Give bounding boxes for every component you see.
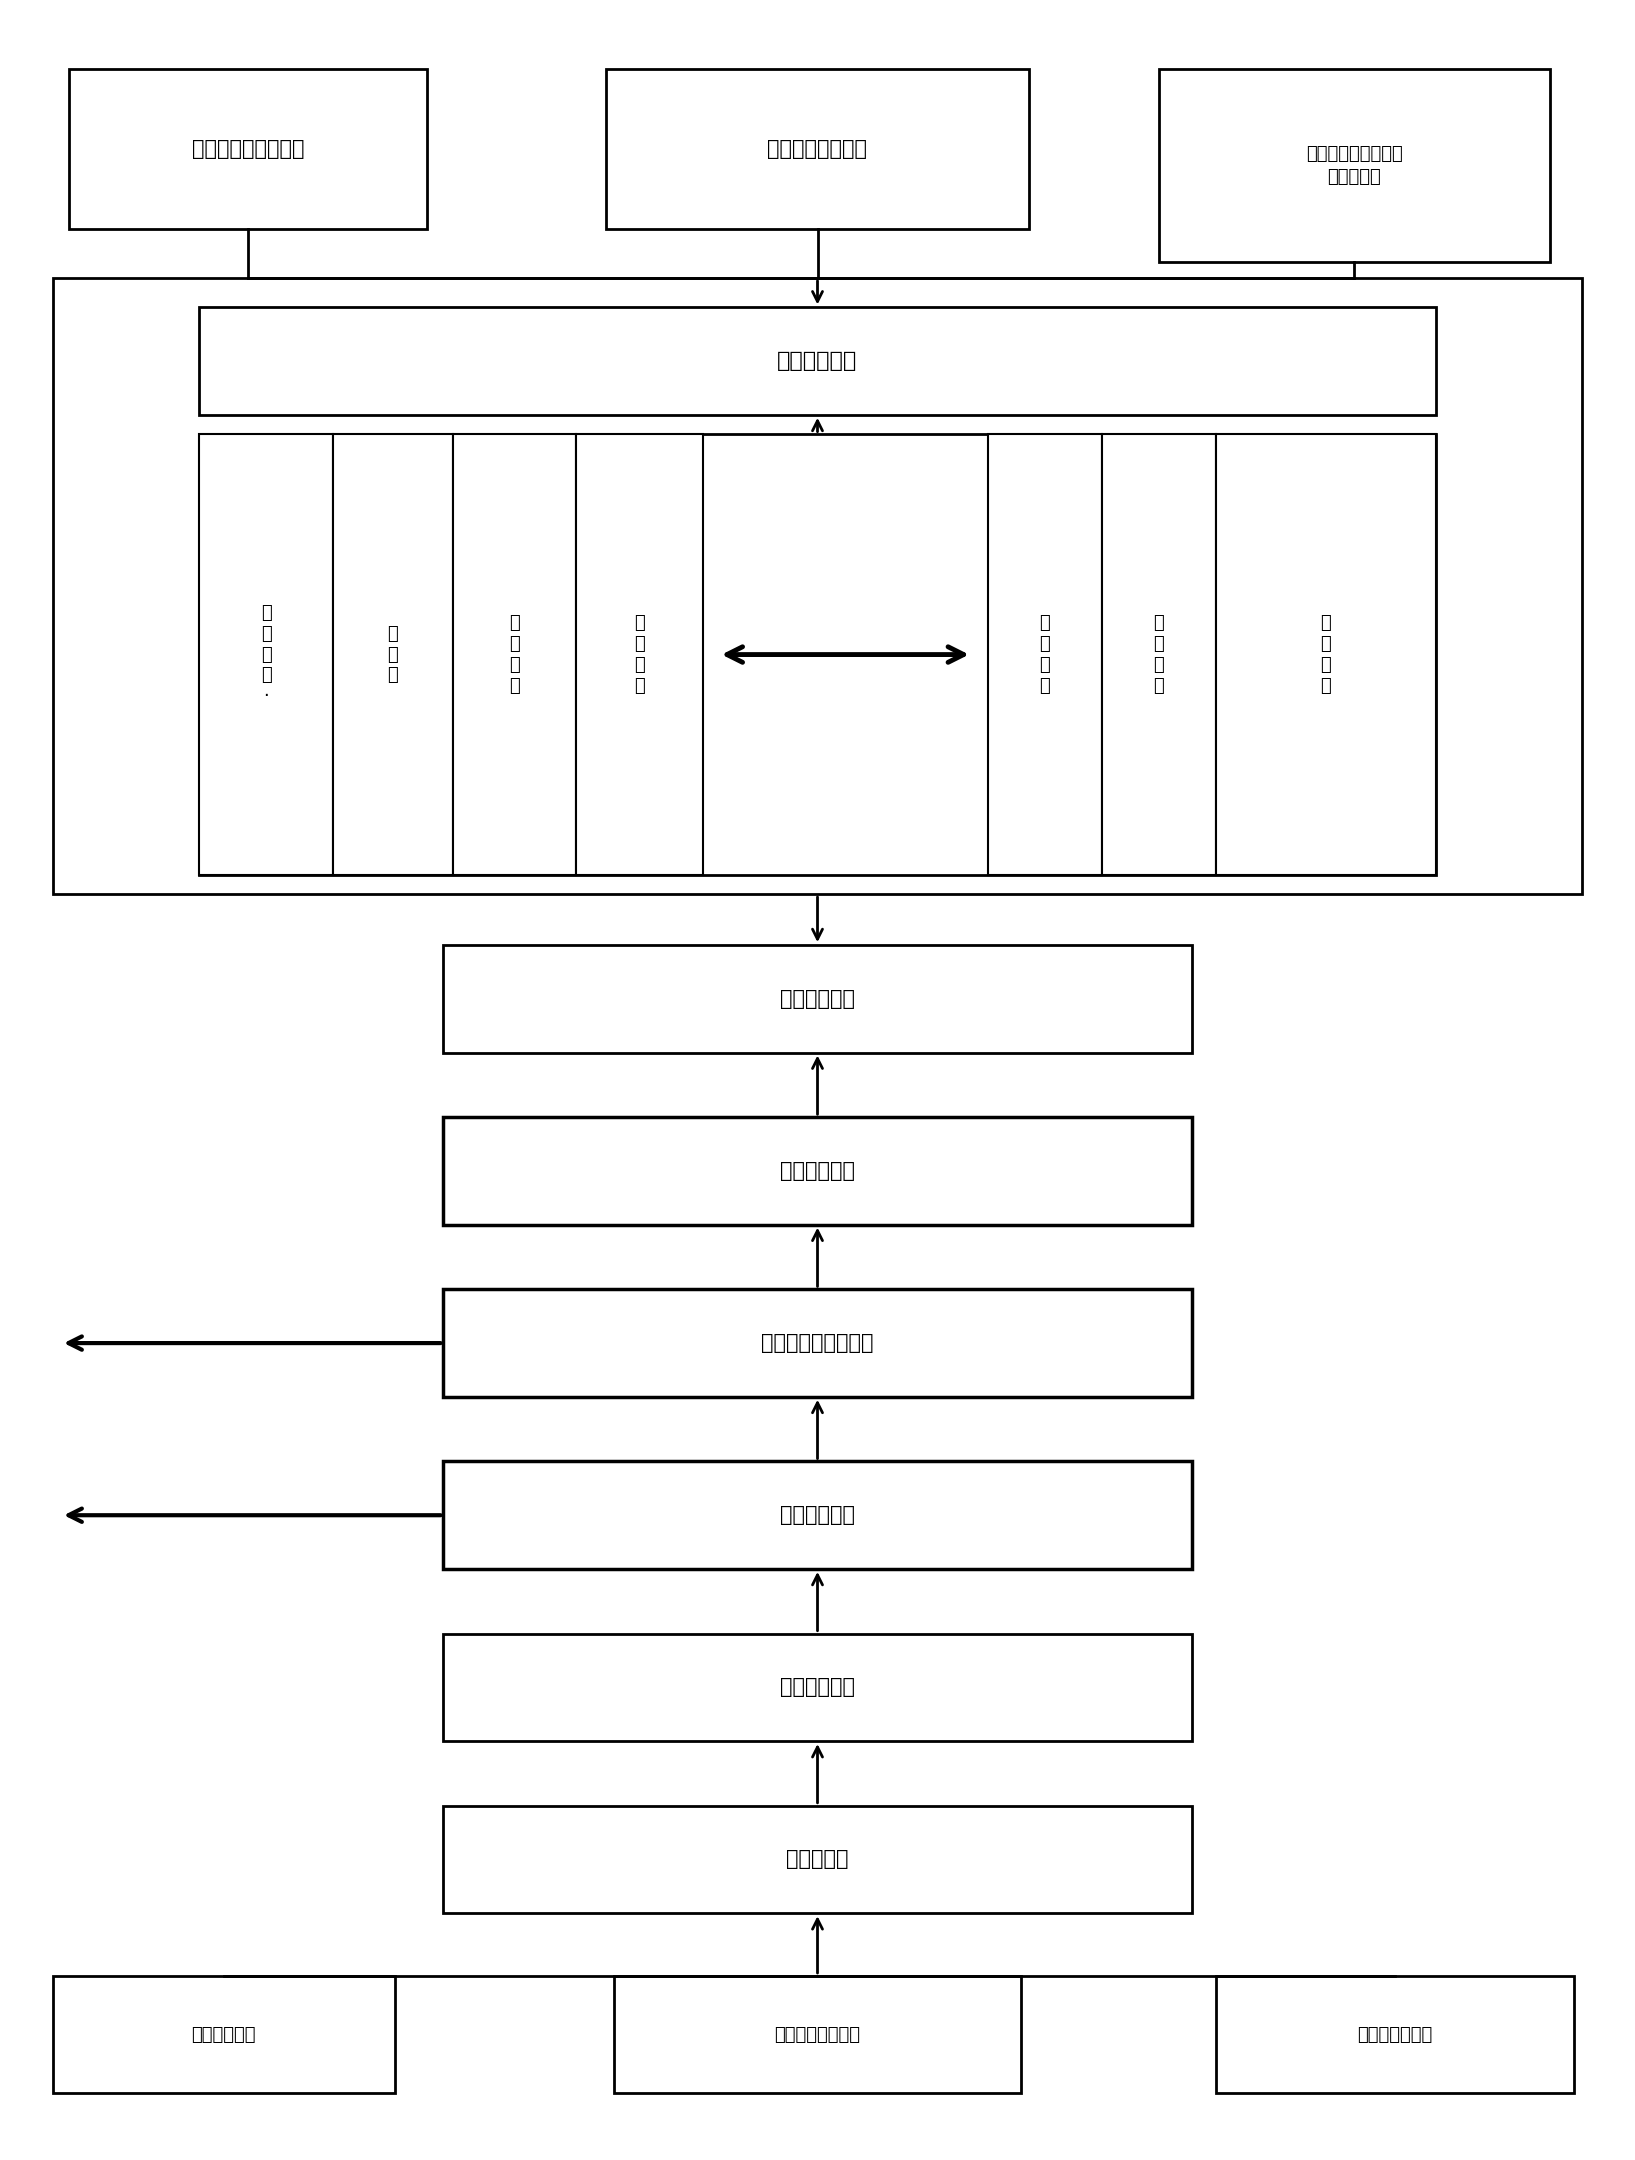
Text: 数据预处理: 数据预处理 <box>786 1849 849 1871</box>
Bar <box>615 1976 1020 2093</box>
Text: 周
期
时
长
·: 周 期 时 长 · <box>260 605 271 704</box>
Text: 车辆检测数据: 车辆检测数据 <box>191 2026 257 2043</box>
Bar <box>199 434 1436 875</box>
Bar <box>334 434 453 875</box>
Bar <box>453 434 577 875</box>
Bar <box>1216 1976 1575 2093</box>
Bar <box>199 307 1436 415</box>
Text: 区域交通状态: 区域交通状态 <box>780 989 855 1009</box>
Bar <box>607 69 1028 229</box>
Text: 配时参数优化: 配时参数优化 <box>777 352 858 372</box>
Bar <box>52 279 1583 894</box>
Text: 人工干预控制及决策: 人工干预控制及决策 <box>191 138 304 160</box>
Bar <box>443 1117 1192 1225</box>
Text: 相
位
相
序: 相 位 相 序 <box>634 613 644 696</box>
Text: 非机动车检测数据: 非机动车检测数据 <box>775 2026 860 2043</box>
Bar <box>443 1633 1192 1741</box>
Bar <box>443 1806 1192 1914</box>
Text: 子区动态划分与合并: 子区动态划分与合并 <box>762 1333 873 1352</box>
Bar <box>443 1290 1192 1398</box>
Text: 强
制
优
先: 强 制 优 先 <box>1040 613 1050 696</box>
Bar <box>199 434 334 875</box>
Bar <box>443 946 1192 1052</box>
Bar <box>988 434 1102 875</box>
Text: 虚拟检测数据: 虚拟检测数据 <box>780 1506 855 1525</box>
Text: 公
交
优
先: 公 交 优 先 <box>1153 613 1164 696</box>
Bar <box>1159 69 1550 261</box>
Text: 智能控制策略决策: 智能控制策略决策 <box>767 138 868 160</box>
Bar <box>1102 434 1215 875</box>
Text: 绿
信
比: 绿 信 比 <box>387 624 399 685</box>
Text: 知识学习推理及专家
评估子系统: 知识学习推理及专家 评估子系统 <box>1306 145 1403 186</box>
Text: 子区交通状态: 子区交通状态 <box>780 1160 855 1182</box>
Bar <box>577 434 703 875</box>
Bar <box>443 1462 1192 1568</box>
Bar <box>69 69 427 229</box>
Text: 公交车检测数据: 公交车检测数据 <box>1357 2026 1432 2043</box>
Bar <box>52 1976 394 2093</box>
Text: 起
步
时
距: 起 步 时 距 <box>508 613 520 696</box>
Bar <box>1215 434 1436 875</box>
Text: 路段交通状态: 路段交通状态 <box>780 1678 855 1698</box>
Text: 特
勤
信
号: 特 勤 信 号 <box>1319 613 1331 696</box>
